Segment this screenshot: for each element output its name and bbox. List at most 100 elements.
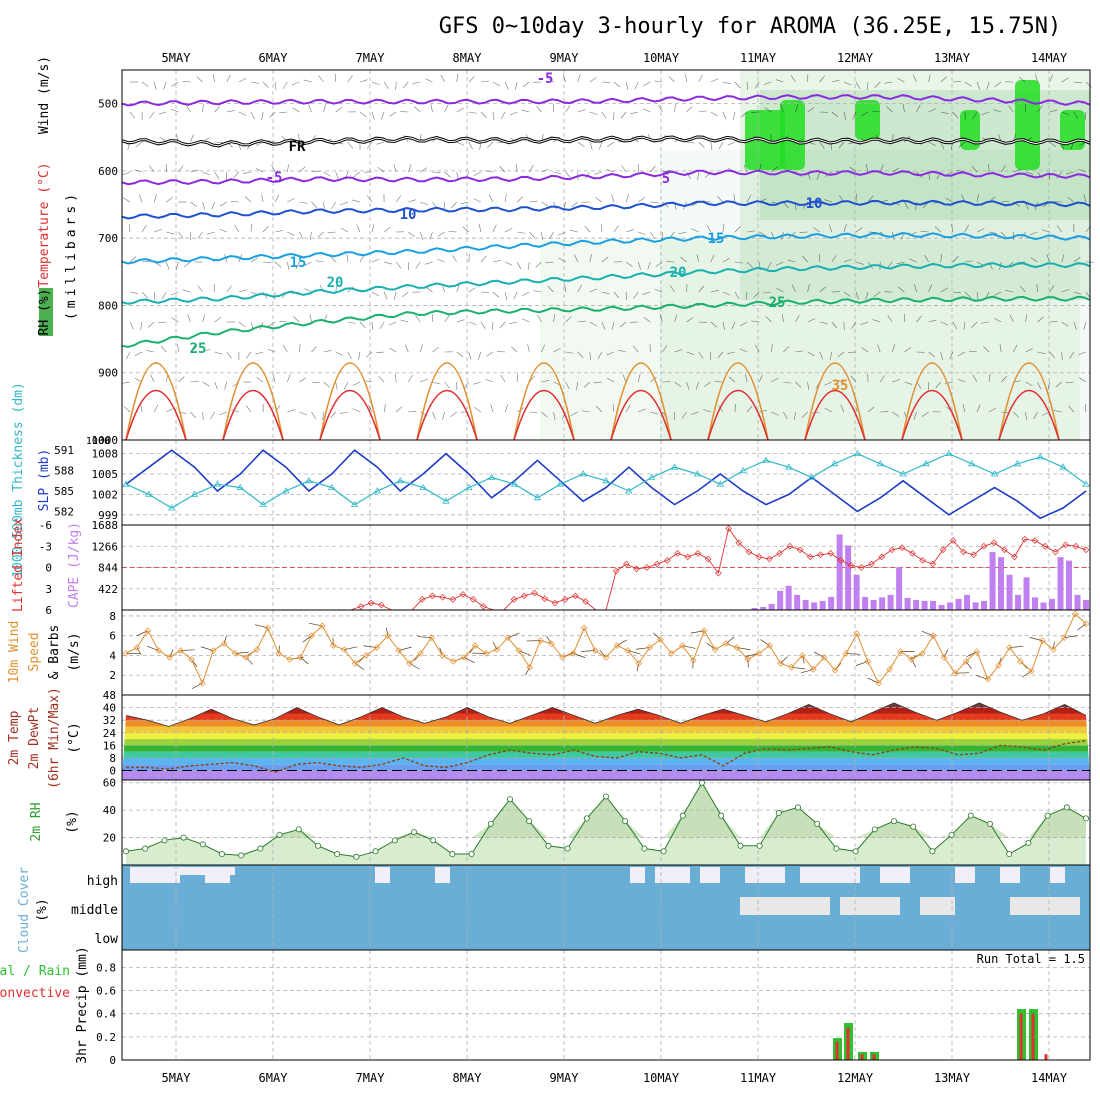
wind-barb bbox=[457, 108, 464, 112]
wind-barb-10m bbox=[1022, 671, 1032, 677]
wind-barb bbox=[344, 382, 348, 389]
temp-tick: 16 bbox=[103, 739, 116, 752]
wind-barb bbox=[215, 142, 223, 143]
ylabel-temp-unit: (°C) bbox=[67, 722, 82, 753]
wind-barb bbox=[505, 228, 512, 232]
wind-barb bbox=[405, 345, 408, 352]
temp-band bbox=[122, 771, 1090, 780]
slp-tick: 1008 bbox=[92, 448, 119, 461]
wind-barb bbox=[310, 314, 312, 322]
wind-barb bbox=[420, 232, 422, 240]
cape-tick: 1266 bbox=[92, 540, 119, 553]
wind-barb bbox=[408, 375, 412, 382]
wind-barb bbox=[263, 82, 268, 88]
wind-barb bbox=[723, 82, 731, 84]
rh-marker bbox=[719, 813, 724, 818]
cape-tick: 422 bbox=[98, 583, 118, 596]
wind-barb bbox=[396, 196, 401, 202]
hot-contour bbox=[223, 391, 283, 441]
wind-barb bbox=[401, 320, 409, 322]
rh-marker bbox=[469, 851, 474, 856]
wind-barb bbox=[158, 322, 166, 323]
ylabel-lifted-index: Lifted Index bbox=[11, 518, 26, 612]
cape-bar bbox=[854, 575, 860, 610]
wind-barb bbox=[310, 232, 311, 240]
wind-barb bbox=[324, 104, 326, 112]
cloud-level-label: middle bbox=[71, 903, 118, 918]
wind-barb bbox=[142, 82, 148, 87]
wind-barb bbox=[263, 262, 271, 263]
li-tick: -6 bbox=[39, 519, 52, 532]
wind-barb bbox=[457, 142, 464, 145]
wind-barb bbox=[396, 407, 402, 412]
ylabel-wind10m: 10m Wind bbox=[7, 621, 22, 684]
wind-barb bbox=[341, 228, 348, 232]
wind-barb bbox=[353, 408, 360, 412]
wind-barb bbox=[154, 229, 161, 232]
wind-tick: 4 bbox=[109, 649, 116, 662]
wind-barb bbox=[445, 105, 448, 112]
wind-barb bbox=[505, 292, 507, 300]
wind-barb bbox=[256, 168, 263, 172]
wind-barb bbox=[711, 142, 712, 150]
precip-tick: 0 bbox=[109, 1054, 116, 1067]
wind-barb bbox=[324, 350, 332, 352]
wind-barb bbox=[408, 200, 416, 202]
wind-barb bbox=[372, 82, 380, 85]
wind-barb bbox=[203, 104, 204, 112]
wind-barb bbox=[711, 112, 718, 116]
wind-barb-10m bbox=[748, 659, 749, 667]
rh-marker bbox=[642, 846, 647, 851]
wind-barb bbox=[332, 202, 336, 209]
wind-barb bbox=[541, 232, 542, 240]
date-label-top: 13MAY bbox=[934, 51, 971, 65]
wind-barb bbox=[497, 351, 505, 352]
wind-barb bbox=[123, 198, 130, 202]
wind-barb bbox=[699, 111, 707, 112]
cloud-gap-middle bbox=[1010, 897, 1080, 915]
li-tick: 0 bbox=[45, 562, 52, 575]
wind-barb bbox=[318, 232, 324, 237]
ylabel-cloud-unit: (%) bbox=[35, 898, 50, 921]
rh-marker bbox=[1007, 851, 1012, 856]
wind-barb bbox=[366, 352, 372, 357]
wind-barb bbox=[481, 112, 487, 118]
slp-tick: 1005 bbox=[92, 468, 119, 481]
wind-barb bbox=[558, 232, 565, 235]
wind-barb bbox=[522, 319, 529, 322]
wind-barb bbox=[352, 200, 360, 202]
wind-barb bbox=[275, 262, 281, 267]
wind-barb bbox=[433, 412, 436, 419]
cloud-gap-high bbox=[130, 867, 235, 875]
precip-conv-bar bbox=[861, 1054, 864, 1060]
wind-barb bbox=[184, 262, 190, 267]
wind-barb bbox=[570, 230, 578, 232]
wind-barb bbox=[178, 377, 184, 382]
rh-tick: 20 bbox=[103, 832, 116, 845]
wind-barb bbox=[283, 345, 287, 352]
cape-bar bbox=[1007, 575, 1013, 610]
cape-bar bbox=[879, 597, 885, 610]
wind-barb bbox=[481, 292, 489, 293]
wind-barb bbox=[309, 105, 312, 112]
wind-barb bbox=[438, 232, 445, 236]
wind-barb bbox=[607, 142, 614, 146]
rh-marker bbox=[584, 816, 589, 821]
rh-marker bbox=[1083, 816, 1088, 821]
cape-bar bbox=[930, 601, 936, 610]
wind-barb bbox=[638, 198, 645, 202]
precip-tick: 0.8 bbox=[96, 961, 116, 974]
wind-barb bbox=[262, 112, 263, 120]
wind-barb bbox=[130, 322, 134, 329]
wind-barb bbox=[324, 172, 331, 176]
wind-barb bbox=[203, 314, 205, 322]
rh-tick: 40 bbox=[103, 804, 116, 817]
axis-tick: 1000 bbox=[86, 436, 110, 447]
wind-barb bbox=[287, 198, 294, 202]
rh-marker bbox=[661, 849, 666, 854]
temp-tick: 40 bbox=[103, 702, 116, 715]
wind-barb bbox=[299, 412, 306, 415]
wind-barb bbox=[340, 412, 348, 414]
wind-barb bbox=[469, 76, 475, 82]
wind-barb bbox=[151, 375, 155, 382]
